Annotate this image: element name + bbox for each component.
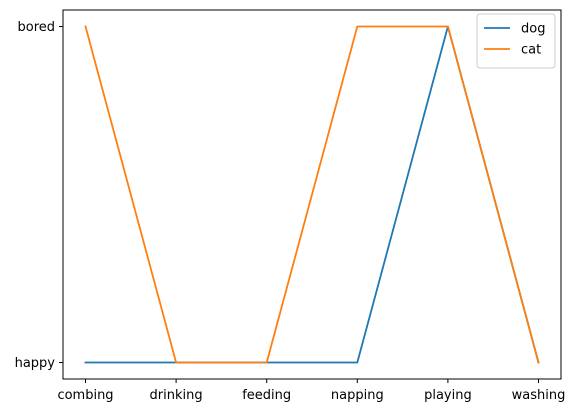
y-axis: happy bored — [15, 20, 63, 371]
y-tick-label: happy — [15, 356, 56, 371]
x-tick-label: napping — [331, 388, 384, 403]
x-tick-label: playing — [424, 388, 472, 403]
x-tick-label: drinking — [150, 388, 203, 403]
x-tick-label: feeding — [242, 388, 291, 403]
series-line-cat — [84, 25, 540, 364]
x-tick-label: combing — [57, 388, 113, 403]
series-layer — [84, 25, 540, 364]
x-axis: combing drinking feeding napping playing wash… — [57, 379, 565, 403]
legend-label-cat: cat — [521, 43, 541, 58]
x-tick-label: washing — [512, 388, 566, 403]
legend-label-dog: dog — [521, 22, 545, 37]
plot-frame — [62, 9, 562, 380]
y-tick-label: bored — [17, 20, 55, 35]
legend: dog cat — [476, 13, 556, 69]
